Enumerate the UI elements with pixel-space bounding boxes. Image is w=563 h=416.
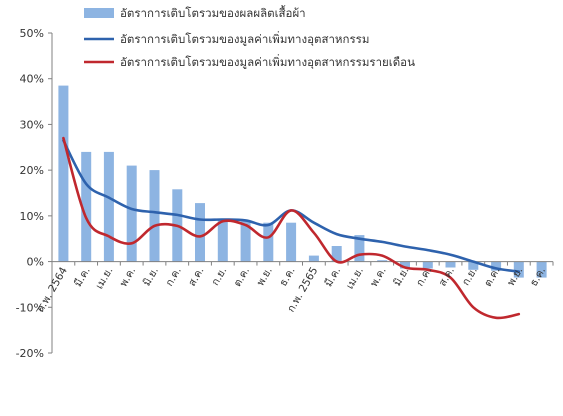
- bar-13: [331, 246, 342, 262]
- bar-1: [58, 85, 69, 262]
- x-tick-label-14: เม.ย.: [344, 265, 366, 291]
- bar-18: [445, 261, 456, 268]
- bar-20: [491, 261, 502, 271]
- x-tick-label-5: มิ.ย.: [141, 265, 161, 288]
- lines-layer: [62, 136, 521, 320]
- bar-4: [126, 165, 137, 262]
- bar-8: [217, 220, 228, 262]
- x-tick-label-8: ก.ย.: [209, 265, 229, 288]
- x-tick-label-4: พ.ค.: [118, 265, 139, 289]
- bar-15: [377, 260, 388, 262]
- x-tick-label-7: ส.ค.: [186, 265, 206, 288]
- bars-layer: [58, 85, 547, 278]
- legend-label-2: อัตราการเติบโตรวมของมูลค่าเพิ่มทางอุตสาห…: [120, 31, 369, 46]
- x-tick-label-3: เม.ย.: [93, 265, 115, 291]
- bar-7: [195, 203, 205, 262]
- legend: อัตราการเติบโตรวมของผลผลิตเสื้อผ้าอัตราก…: [84, 5, 415, 69]
- x-tick-label-2: มี.ค.: [71, 265, 93, 289]
- x-tick-label-6: ก.ค.: [163, 265, 183, 288]
- bar-9: [240, 221, 251, 262]
- bar-11: [286, 222, 297, 262]
- line-series-2: [62, 136, 521, 320]
- x-tick-label-11: ธ.ค.: [277, 265, 297, 288]
- bar-22: [536, 261, 547, 278]
- legend-label-3: อัตราการเติบโตรวมของมูลค่าเพิ่มทางอุตสาห…: [120, 54, 415, 69]
- y-tick-label-2: 40%: [20, 73, 44, 86]
- legend-swatch-1: [84, 8, 114, 18]
- bar-19: [468, 261, 479, 270]
- x-tick-label-13: มี.ค.: [322, 265, 344, 289]
- bar-2: [81, 151, 92, 262]
- bar-16: [400, 261, 410, 269]
- bar-5: [149, 170, 160, 262]
- legend-label-1: อัตราการเติบโตรวมของผลผลิตเสื้อผ้า: [120, 5, 306, 20]
- y-axis-tick-labels: 50% 40% 30% 20% 10% 0% -10% -20%: [16, 27, 44, 360]
- x-tick-label-15: พ.ค.: [368, 265, 389, 289]
- x-tick-label-18: ส.ค.: [437, 265, 457, 288]
- bar-3: [103, 151, 114, 262]
- bar-21: [513, 261, 524, 278]
- y-tick-label-8: -20%: [16, 347, 44, 360]
- bar-12: [308, 255, 319, 262]
- y-tick-label-7: -10%: [16, 301, 44, 314]
- x-tick-label-10: พ.ย.: [255, 265, 275, 288]
- bar-10: [263, 222, 274, 262]
- bar-14: [354, 235, 365, 262]
- y-tick-label-6: 0%: [27, 256, 44, 269]
- bar-17: [422, 261, 433, 269]
- y-tick-label-3: 30%: [20, 118, 44, 131]
- x-tick-label-9: ต.ค.: [231, 265, 252, 289]
- y-tick-label-1: 50%: [20, 27, 44, 40]
- y-tick-label-4: 20%: [20, 164, 44, 177]
- y-tick-label-5: 10%: [20, 210, 44, 223]
